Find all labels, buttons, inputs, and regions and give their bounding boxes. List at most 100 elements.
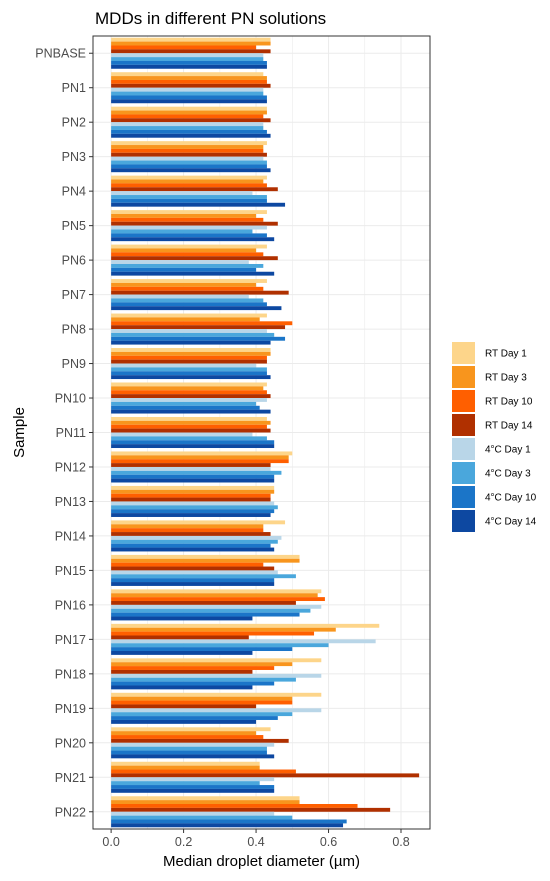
bar bbox=[111, 570, 278, 575]
bar bbox=[111, 424, 267, 429]
bar bbox=[111, 99, 267, 104]
bar bbox=[111, 643, 329, 648]
bar bbox=[111, 558, 300, 563]
bar bbox=[111, 712, 293, 717]
bar bbox=[111, 432, 253, 437]
bar bbox=[111, 321, 293, 326]
bar bbox=[111, 716, 278, 720]
bar bbox=[111, 252, 264, 257]
bar bbox=[111, 704, 257, 709]
bar bbox=[111, 493, 271, 498]
y-tick-label: PN21 bbox=[55, 771, 86, 785]
bar bbox=[111, 237, 275, 242]
bar bbox=[111, 64, 267, 69]
y-tick-label: PN1 bbox=[62, 81, 86, 95]
bar bbox=[111, 244, 267, 249]
bar bbox=[111, 290, 289, 295]
bar bbox=[111, 501, 275, 506]
x-axis: 0.0 0.2 0.4 0.6 0.8 bbox=[102, 829, 410, 849]
bar bbox=[111, 608, 311, 613]
legend-label: RT Day 1 bbox=[485, 349, 527, 360]
bar bbox=[111, 267, 257, 272]
bar bbox=[111, 313, 267, 318]
x-tick-label: 0.8 bbox=[392, 835, 409, 849]
legend-key bbox=[452, 462, 475, 484]
bar bbox=[111, 390, 267, 395]
bar bbox=[111, 152, 267, 157]
bar bbox=[111, 129, 267, 134]
y-tick-label: PN17 bbox=[55, 633, 86, 647]
bar bbox=[111, 420, 271, 425]
bar bbox=[111, 382, 267, 387]
bar bbox=[111, 57, 264, 61]
bar bbox=[111, 692, 322, 697]
bar bbox=[111, 796, 300, 801]
bar bbox=[111, 520, 286, 525]
legend: RT Day 1 RT Day 3 RT Day 10 RT Day 14 4°C Da… bbox=[452, 342, 537, 532]
bar bbox=[111, 547, 275, 552]
bar bbox=[111, 37, 271, 42]
bar bbox=[111, 528, 264, 533]
bar bbox=[111, 485, 275, 490]
bar bbox=[111, 742, 275, 747]
bar bbox=[111, 371, 267, 376]
bar bbox=[111, 260, 249, 264]
bar bbox=[111, 616, 253, 621]
bar bbox=[111, 708, 322, 713]
bar bbox=[111, 685, 253, 690]
y-tick-label: PN18 bbox=[55, 667, 86, 681]
bar bbox=[111, 282, 257, 287]
y-tick-label: PN16 bbox=[55, 598, 86, 612]
bar bbox=[111, 298, 264, 303]
bar bbox=[111, 651, 253, 655]
bar bbox=[111, 582, 275, 586]
bar bbox=[111, 761, 260, 766]
bar bbox=[111, 769, 296, 774]
bar bbox=[111, 489, 275, 494]
legend-key bbox=[452, 342, 475, 364]
legend-label: 4°C Day 1 bbox=[485, 445, 531, 456]
bar bbox=[111, 202, 286, 207]
bar bbox=[111, 195, 267, 199]
bar bbox=[111, 106, 267, 111]
bar bbox=[111, 524, 264, 529]
bar bbox=[111, 198, 267, 203]
bar bbox=[111, 325, 286, 330]
bar bbox=[111, 317, 260, 322]
bar bbox=[111, 807, 391, 812]
y-tick-label: PN20 bbox=[55, 736, 86, 750]
bar bbox=[111, 574, 296, 579]
bar bbox=[111, 601, 296, 605]
bar bbox=[111, 191, 253, 196]
bar bbox=[111, 647, 293, 652]
bar bbox=[111, 781, 260, 786]
bar bbox=[111, 168, 271, 173]
bar bbox=[111, 731, 257, 736]
x-tick-label: 0.4 bbox=[247, 835, 264, 849]
bar bbox=[111, 225, 267, 230]
bar bbox=[111, 329, 267, 333]
bar bbox=[111, 79, 267, 84]
bar bbox=[111, 95, 267, 100]
bar bbox=[111, 436, 267, 441]
bar bbox=[111, 738, 289, 743]
chart-title: MDDs in different PN solutions bbox=[95, 9, 326, 28]
bar bbox=[111, 635, 249, 640]
bar bbox=[111, 819, 347, 824]
bar bbox=[111, 60, 267, 65]
bar bbox=[111, 110, 267, 115]
bar bbox=[111, 773, 420, 778]
bar bbox=[111, 375, 271, 380]
bar bbox=[111, 623, 380, 628]
bar bbox=[111, 118, 271, 123]
bar bbox=[111, 593, 318, 598]
bar bbox=[111, 409, 271, 414]
y-axis-title: Sample bbox=[11, 407, 28, 458]
bar bbox=[111, 398, 267, 402]
y-tick-label: PNBASE bbox=[35, 47, 86, 61]
bar bbox=[111, 416, 267, 421]
bar bbox=[111, 401, 257, 406]
y-tick-label: PN22 bbox=[55, 805, 86, 819]
bar bbox=[111, 53, 264, 58]
